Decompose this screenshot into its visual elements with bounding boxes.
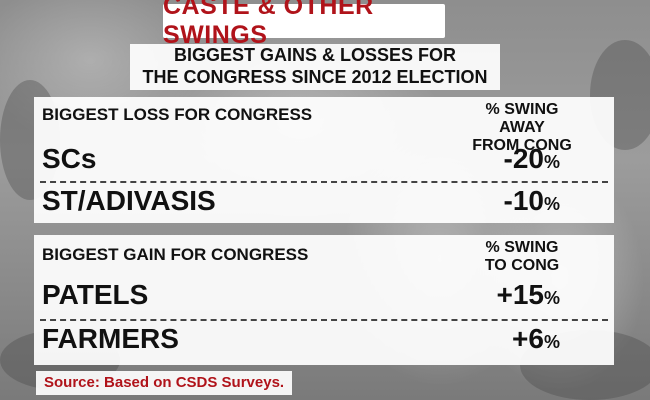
source-note: Source: Based on CSDS Surveys. — [36, 371, 293, 395]
value-number: -10 — [503, 185, 544, 216]
value-number: +6 — [512, 323, 544, 354]
row-label-scs: SCs — [42, 143, 97, 174]
gain-header: BIGGEST GAIN FOR CONGRESS — [42, 245, 309, 264]
row-value-scs: -20% — [504, 143, 560, 175]
row-divider — [40, 319, 608, 321]
row-label-farmers: FARMERS — [42, 323, 179, 354]
loss-value-header: % SWING AWAY FROM CONG — [462, 101, 582, 155]
row-label-st-adivasis: ST/ADIVASIS — [42, 185, 216, 216]
value-number: -20 — [503, 143, 544, 174]
gain-value-header: % SWING TO CONG — [462, 239, 582, 275]
subtitle-line-2: THE CONGRESS SINCE 2012 ELECTION — [142, 67, 488, 87]
row-divider — [40, 181, 608, 183]
gain-panel: BIGGEST GAIN FOR CONGRESS % SWING TO CON… — [34, 235, 614, 365]
value-unit: % — [543, 288, 560, 308]
title-bar: CASTE & OTHER SWINGS — [163, 0, 445, 49]
value-unit: % — [543, 332, 560, 352]
row-value-farmers: +6% — [512, 323, 560, 355]
loss-panel: BIGGEST LOSS FOR CONGRESS % SWING AWAY F… — [34, 97, 614, 223]
loss-value-header-line-1: % SWING AWAY — [485, 101, 559, 136]
row-label-patels: PATELS — [42, 279, 149, 310]
loss-header: BIGGEST LOSS FOR CONGRESS — [42, 105, 313, 124]
subtitle-line-1: BIGGEST GAINS & LOSSES FOR — [173, 45, 457, 65]
row-value-st-adivasis: -10% — [504, 185, 560, 217]
value-unit: % — [543, 194, 560, 214]
gain-value-header-line-1: % SWING — [485, 239, 559, 256]
row-value-patels: +15% — [496, 279, 560, 311]
subtitle-box: BIGGEST GAINS & LOSSES FOR THE CONGRESS … — [130, 44, 500, 90]
gain-value-header-line-2: TO CONG — [484, 257, 560, 274]
value-number: +15 — [496, 279, 544, 310]
page-title: CASTE & OTHER SWINGS — [163, 0, 374, 49]
value-unit: % — [543, 152, 560, 172]
loss-value-header-line-2: FROM CONG — [472, 137, 572, 154]
